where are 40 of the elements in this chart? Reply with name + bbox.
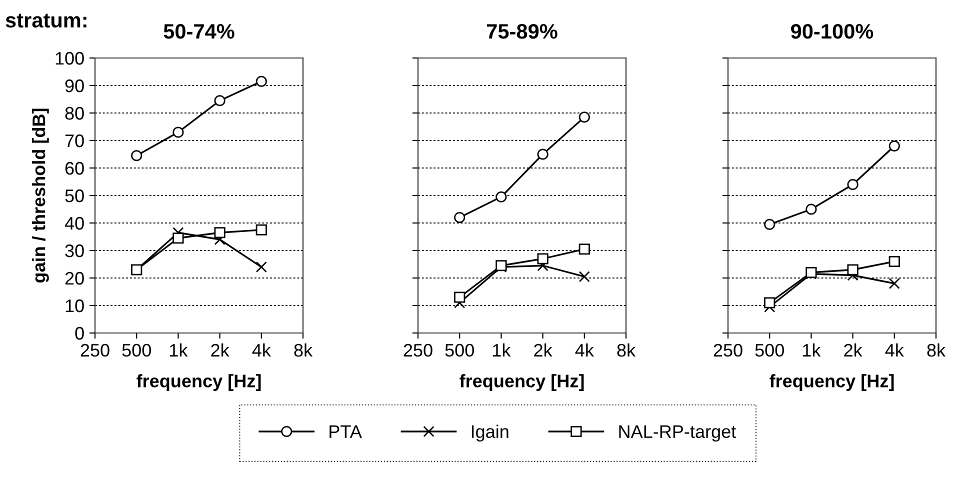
y-tick-label: 50	[65, 189, 84, 202]
y-axis-title: gain / threshold [dB]	[32, 108, 49, 283]
y-tick-label: 60	[65, 162, 84, 175]
legend-label: PTA	[330, 425, 362, 438]
y-tick-label: 80	[65, 106, 84, 120]
y-tick-label: 90	[65, 79, 84, 92]
y-tick-label: 70	[65, 134, 84, 148]
y-tick-label: 40	[64, 216, 84, 230]
x-tick-label: 2k	[534, 343, 552, 356]
x-tick-label: 8k	[927, 343, 946, 357]
chart-title: 90-100%	[791, 24, 874, 39]
x-axis-title: frequency [Hz]	[460, 374, 584, 391]
x-tick-label: 4k	[575, 343, 594, 356]
x-tick-label: 4k	[885, 343, 904, 356]
text: stratum:	[6, 14, 86, 28]
chart-title: 50-74%	[164, 24, 234, 39]
x-tick-label: 2k	[844, 343, 862, 356]
x-tick-label: 500	[122, 344, 151, 357]
y-tick-label: 0	[75, 326, 84, 340]
x-axis-title: frequency [Hz]	[770, 374, 894, 391]
x-tick-label: 250	[404, 344, 432, 357]
y-tick-label: 10	[66, 299, 84, 312]
x-tick-label: 250	[80, 344, 110, 357]
x-tick-label: 500	[445, 344, 474, 357]
legend-label: NAL-RP-target	[619, 425, 736, 442]
x-tick-label: 2k	[211, 343, 230, 356]
y-tick-label: 100	[56, 52, 84, 65]
x-axis-title: frequency [Hz]	[136, 374, 261, 391]
x-tick-label: 1k	[170, 343, 188, 356]
legend-label: Igain	[472, 424, 508, 442]
x-tick-label: 8k	[294, 343, 313, 357]
y-tick-label: 20	[65, 272, 84, 285]
y-tick-label: 30	[65, 244, 84, 258]
x-tick-label: 250	[714, 344, 742, 357]
x-tick-label: 500	[755, 344, 784, 357]
x-tick-label: 8k	[617, 343, 636, 357]
x-tick-label: 4k	[252, 343, 271, 356]
x-tick-label: 1k	[803, 343, 821, 356]
x-tick-label: 1k	[493, 343, 511, 356]
chart-title: 75-89%	[486, 24, 558, 39]
